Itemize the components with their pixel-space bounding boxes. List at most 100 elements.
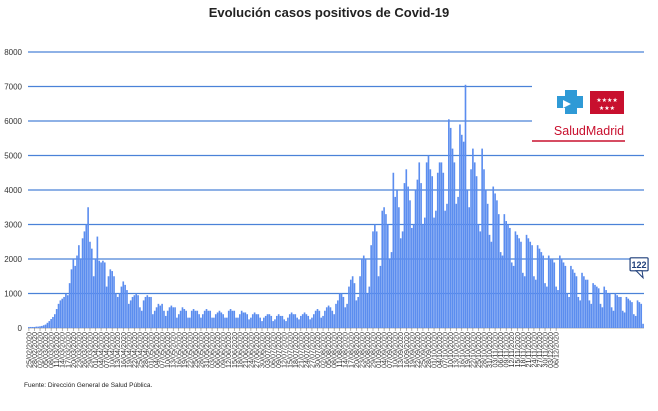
bar (74, 265, 76, 328)
bar (629, 300, 631, 328)
x-tick-label: 22/10/2020 (468, 332, 477, 368)
x-tick-label: 23/08/2020 (357, 332, 366, 368)
x-tick-label: 10/05/2020 (163, 332, 172, 368)
bar (144, 296, 147, 328)
bar (542, 255, 544, 328)
bar (359, 276, 361, 328)
flag-stars-row2: ★★★ (599, 105, 615, 112)
bar (159, 305, 162, 328)
bar (211, 317, 213, 328)
bar (85, 224, 88, 328)
bar (562, 262, 565, 328)
bar (164, 315, 167, 328)
bar (183, 309, 186, 328)
y-tick-label: 5000 (4, 152, 22, 161)
bar (41, 325, 43, 328)
x-tick-label: 31/05/2020 (202, 332, 211, 368)
bar (509, 227, 511, 328)
x-tick-label: 01/05/2020 (147, 332, 156, 368)
bar (68, 283, 71, 328)
bar (146, 295, 149, 328)
bar (311, 317, 313, 328)
x-tick-label: 27/11/2020 (535, 332, 544, 367)
x-tick-label: 19/05/2020 (180, 332, 189, 368)
bar (546, 286, 548, 328)
bar (590, 303, 593, 328)
bar (416, 179, 419, 328)
bar (229, 309, 232, 328)
bar (557, 290, 559, 328)
bar (579, 300, 581, 328)
bar (444, 210, 446, 328)
y-tick-label: 4000 (4, 186, 22, 195)
bar (551, 259, 554, 328)
bar (214, 314, 217, 328)
bar (331, 310, 334, 328)
bar (66, 295, 69, 328)
x-tick-label: 18/11/2020 (518, 332, 527, 367)
bar (473, 162, 476, 328)
x-tick-label: 20/03/2020 (69, 332, 78, 368)
x-tick-label: 26/03/2020 (80, 332, 89, 368)
bar (314, 310, 317, 328)
bar (409, 200, 411, 328)
x-tick-label: 01/10/2020 (430, 332, 439, 368)
bar (190, 310, 193, 328)
y-axis: 0 1000 2000 3000 4000 5000 6000 7000 8000 (4, 48, 22, 333)
bar (597, 288, 600, 328)
bar (246, 314, 249, 328)
bar (433, 217, 435, 328)
bar (255, 314, 258, 328)
bar (192, 309, 195, 328)
bar (298, 319, 300, 328)
bar (438, 162, 441, 328)
bar (98, 260, 101, 328)
bar (337, 300, 339, 328)
bar (614, 293, 617, 328)
bar (633, 314, 635, 328)
bar (386, 224, 389, 328)
bar (372, 231, 374, 328)
x-tick-label: 03/11/2020 (491, 332, 500, 367)
callout-pointer (634, 270, 644, 280)
bar (292, 314, 295, 328)
x-tick-label: 10/10/2020 (446, 332, 455, 368)
bar (333, 314, 335, 328)
bar (76, 255, 78, 328)
bar (479, 231, 482, 328)
bar (72, 259, 75, 328)
bar (566, 293, 569, 328)
bar (172, 307, 175, 328)
x-tick-label: 06/12/2020 (552, 332, 561, 368)
bar (398, 207, 400, 328)
x-tick-label: 25/10/2020 (474, 332, 483, 368)
bar (61, 298, 64, 328)
x-tick-label: 15/11/2020 (513, 332, 522, 367)
bar (200, 317, 202, 328)
bar (344, 307, 347, 328)
bar (436, 172, 439, 328)
x-tick-label: 31/10/2020 (485, 332, 494, 368)
x-tick-label: 04/09/2020 (380, 332, 389, 368)
bar (588, 300, 591, 328)
bar (601, 307, 604, 328)
bar (266, 314, 269, 328)
bar (527, 238, 530, 328)
logo-text: SaludMadrid (554, 124, 624, 138)
bar (179, 310, 182, 328)
x-tick-label: 12/07/2020 (280, 332, 289, 368)
bar (126, 290, 128, 328)
bar (122, 281, 125, 328)
bar (338, 293, 341, 328)
y-tick-label: 7000 (4, 83, 22, 92)
x-tick-label: 15/07/2020 (285, 332, 294, 368)
bar (486, 203, 489, 328)
x-tick-label: 29/08/2020 (368, 332, 377, 368)
bar (442, 172, 445, 328)
x-tick-label: 03/06/2020 (208, 332, 217, 368)
bar (342, 296, 345, 328)
bar (503, 214, 506, 328)
x-tick-label: 19/10/2020 (463, 332, 472, 368)
bar (303, 312, 306, 328)
bar (640, 303, 643, 328)
